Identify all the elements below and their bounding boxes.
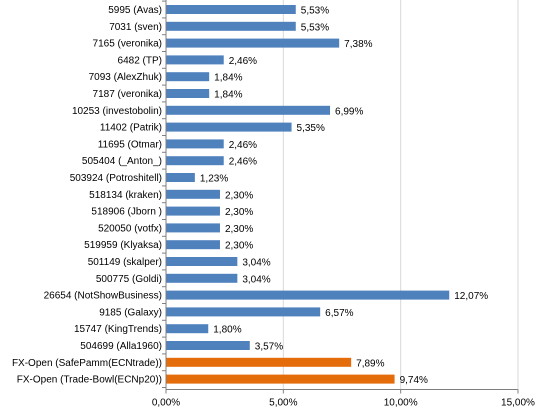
value-label: 1,23% [200, 174, 228, 185]
value-label: 2,46% [229, 140, 257, 151]
x-tick-label: 5,00% [269, 398, 297, 409]
category-label: 518134 (kraken) [89, 190, 162, 201]
bar [166, 257, 238, 266]
value-label: 3,57% [255, 342, 283, 353]
category-label: 501149 (skalper) [88, 257, 162, 268]
category-label: 7187 (veronika) [93, 89, 162, 100]
value-label: 7,38% [344, 39, 372, 50]
category-label: 26654 (NotShowBusiness) [44, 291, 162, 302]
bar [166, 72, 210, 82]
value-label: 2,46% [229, 157, 257, 168]
value-label: 7,89% [356, 358, 384, 369]
value-label: 2,30% [225, 207, 253, 218]
category-label: 15747 (KingTrends) [74, 324, 162, 335]
bar [166, 105, 331, 115]
gridlines [282, 0, 519, 390]
value-label: 3,04% [242, 258, 270, 269]
value-label: 3,04% [242, 274, 270, 285]
value-label: 12,07% [454, 291, 488, 302]
bar [166, 324, 209, 334]
bar [166, 139, 224, 149]
bar [166, 240, 220, 250]
labels: 0,00% 5,00% 10,00% 15,00% 5995 (Avas) 5,53% 70… [12, 5, 535, 409]
category-label: 5995 (Avas) [108, 5, 162, 16]
value-label: 1,84% [214, 73, 242, 84]
bar [166, 357, 352, 367]
bar [166, 374, 395, 384]
bar [166, 273, 238, 283]
bar [166, 206, 220, 216]
category-label: 11402 (Patrik) [100, 123, 162, 134]
bar [166, 173, 195, 182]
category-label: 505404 (_Anton_) [82, 156, 162, 167]
bars [166, 5, 450, 384]
category-label: FX-Open (Trade-Bowl(ECNp20)) [17, 375, 162, 386]
category-label: 503924 (Potroshitell) [70, 173, 162, 184]
category-label: 7165 (veronika) [93, 39, 162, 50]
category-label: 7093 (AlexZhuk) [89, 72, 162, 83]
category-label: 519959 (Klyaksa) [84, 240, 162, 251]
x-tick-label: 0,00% [152, 398, 180, 409]
bar [166, 189, 220, 199]
category-label: 6482 (TP) [118, 55, 162, 66]
bar [166, 21, 296, 31]
value-label: 6,99% [335, 106, 363, 117]
bar [166, 341, 250, 350]
x-tick-label: 10,00% [384, 398, 418, 409]
bar [166, 290, 450, 300]
value-label: 1,84% [214, 90, 242, 101]
bar [166, 156, 224, 166]
bar [166, 55, 224, 65]
bar [166, 38, 340, 48]
category-label: 520050 (votfx) [98, 223, 162, 234]
category-label: 518906 (Jborn ) [91, 207, 162, 218]
category-label: 9185 (Galaxy) [99, 307, 162, 318]
bar [166, 5, 296, 14]
value-label: 5,53% [301, 6, 329, 17]
value-label: 2,30% [225, 241, 253, 252]
value-label: 2,46% [229, 56, 257, 67]
value-label: 6,57% [325, 308, 353, 319]
value-label: 9,74% [400, 375, 428, 386]
bar [166, 122, 292, 132]
category-label: FX-Open (SafePamm(ECNtrade)) [12, 358, 162, 369]
value-label: 5,53% [301, 22, 329, 33]
bar [166, 223, 220, 233]
category-label: 500775 (Goldi) [96, 274, 162, 285]
x-tick-label: 15,00% [501, 398, 535, 409]
bar [166, 307, 321, 317]
category-label: 10253 (investobolin) [72, 106, 162, 117]
category-label: 7031 (sven) [109, 22, 162, 33]
value-label: 2,30% [225, 190, 253, 201]
category-label: 11695 (Otmar) [98, 139, 162, 150]
category-label: 504699 (Alla1960) [80, 341, 162, 352]
value-label: 1,80% [213, 325, 241, 336]
value-label: 2,30% [225, 224, 253, 235]
value-label: 5,35% [297, 123, 325, 134]
bar [166, 89, 210, 98]
axes [162, 0, 519, 394]
